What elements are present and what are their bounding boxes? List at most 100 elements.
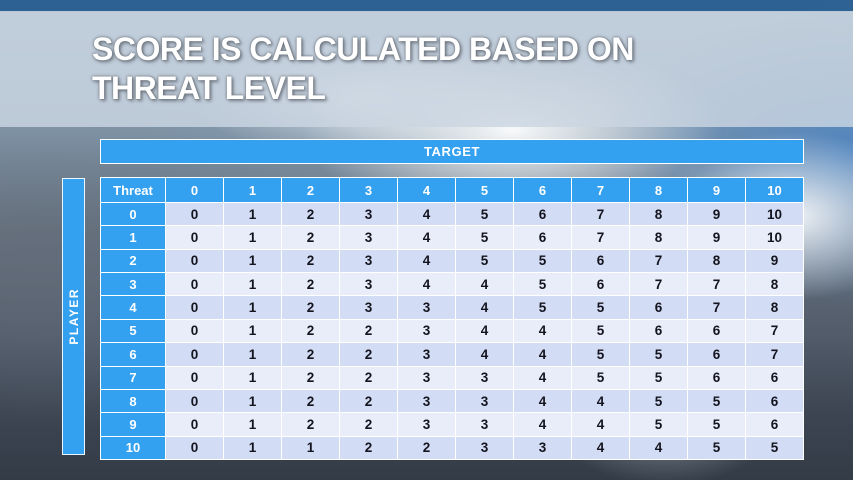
score-cell: 1	[224, 366, 281, 389]
score-cell: 5	[630, 366, 687, 389]
score-cell: 7	[688, 273, 745, 296]
row-header-1: 1	[101, 226, 165, 249]
column-header-3: 3	[340, 178, 397, 202]
score-cell: 5	[456, 203, 513, 226]
score-cell: 4	[514, 343, 571, 366]
score-cell: 2	[340, 436, 397, 459]
score-cell: 2	[282, 203, 339, 226]
score-cell: 5	[630, 413, 687, 436]
score-cell: 3	[340, 226, 397, 249]
score-cell: 1	[224, 436, 281, 459]
score-cell: 4	[398, 203, 455, 226]
score-cell: 6	[630, 296, 687, 319]
score-cell: 4	[572, 413, 629, 436]
score-cell: 3	[456, 366, 513, 389]
score-cell: 3	[340, 249, 397, 273]
score-cell: 5	[630, 389, 687, 413]
column-header-8: 8	[630, 178, 687, 202]
score-cell: 7	[630, 273, 687, 296]
title-band	[0, 11, 853, 127]
player-side-bar: PLAYER	[62, 178, 85, 455]
score-cell: 4	[514, 389, 571, 413]
score-cell: 1	[224, 343, 281, 366]
score-cell: 2	[398, 436, 455, 459]
row-header-9: 9	[101, 413, 165, 436]
score-cell: 2	[282, 343, 339, 366]
score-cell: 10	[746, 226, 803, 249]
score-cell: 3	[398, 319, 455, 343]
score-cell: 5	[456, 226, 513, 249]
score-cell: 0	[166, 273, 223, 296]
column-header-1: 1	[224, 178, 281, 202]
score-cell: 0	[166, 366, 223, 389]
score-cell: 2	[282, 273, 339, 296]
score-cell: 0	[166, 343, 223, 366]
score-cell: 2	[282, 296, 339, 319]
score-cell: 1	[224, 226, 281, 249]
score-cell: 5	[688, 389, 745, 413]
slide-title: SCORE IS CALCULATED BASED ON THREAT LEVE…	[92, 30, 812, 108]
score-cell: 7	[688, 296, 745, 319]
score-cell: 4	[630, 436, 687, 459]
score-cell: 8	[630, 226, 687, 249]
column-header-9: 9	[688, 178, 745, 202]
score-cell: 0	[166, 203, 223, 226]
score-cell: 0	[166, 389, 223, 413]
score-cell: 4	[572, 436, 629, 459]
score-cell: 2	[340, 366, 397, 389]
score-cell: 4	[572, 389, 629, 413]
score-cell: 4	[514, 319, 571, 343]
column-header-0: 0	[166, 178, 223, 202]
score-cell: 2	[340, 319, 397, 343]
score-cell: 6	[572, 249, 629, 273]
score-cell: 3	[340, 203, 397, 226]
score-cell: 8	[630, 203, 687, 226]
score-cell: 1	[224, 413, 281, 436]
score-cell: 6	[514, 203, 571, 226]
score-cell: 1	[224, 249, 281, 273]
score-cell: 5	[514, 296, 571, 319]
score-cell: 4	[398, 273, 455, 296]
target-header-label: TARGET	[423, 144, 481, 159]
score-cell: 1	[224, 273, 281, 296]
score-cell: 3	[398, 366, 455, 389]
score-cell: 6	[572, 273, 629, 296]
column-header-4: 4	[398, 178, 455, 202]
score-cell: 3	[398, 296, 455, 319]
score-cell: 5	[572, 343, 629, 366]
score-cell: 5	[746, 436, 803, 459]
score-cell: 5	[572, 319, 629, 343]
score-cell: 7	[746, 343, 803, 366]
score-cell: 4	[456, 343, 513, 366]
corner-header-threat: Threat	[101, 178, 165, 202]
row-header-6: 6	[101, 343, 165, 366]
score-cell: 4	[456, 296, 513, 319]
score-cell: 4	[456, 319, 513, 343]
score-cell: 9	[688, 226, 745, 249]
score-cell: 4	[514, 413, 571, 436]
score-cell: 2	[340, 343, 397, 366]
score-cell: 5	[688, 436, 745, 459]
score-cell: 3	[340, 296, 397, 319]
score-cell: 5	[514, 249, 571, 273]
score-cell: 3	[456, 413, 513, 436]
score-cell: 0	[166, 249, 223, 273]
score-cell: 7	[572, 226, 629, 249]
row-header-3: 3	[101, 273, 165, 296]
score-cell: 6	[746, 389, 803, 413]
score-cell: 8	[746, 296, 803, 319]
row-header-2: 2	[101, 249, 165, 273]
score-cell: 1	[224, 319, 281, 343]
row-header-7: 7	[101, 366, 165, 389]
score-cell: 6	[688, 366, 745, 389]
score-cell: 1	[282, 436, 339, 459]
player-side-label: PLAYER	[66, 288, 81, 345]
score-cell: 5	[572, 296, 629, 319]
row-header-4: 4	[101, 296, 165, 319]
column-header-6: 6	[514, 178, 571, 202]
score-cell: 4	[456, 273, 513, 296]
score-cell: 2	[282, 389, 339, 413]
score-cell: 2	[282, 226, 339, 249]
score-cell: 8	[688, 249, 745, 273]
column-header-2: 2	[282, 178, 339, 202]
